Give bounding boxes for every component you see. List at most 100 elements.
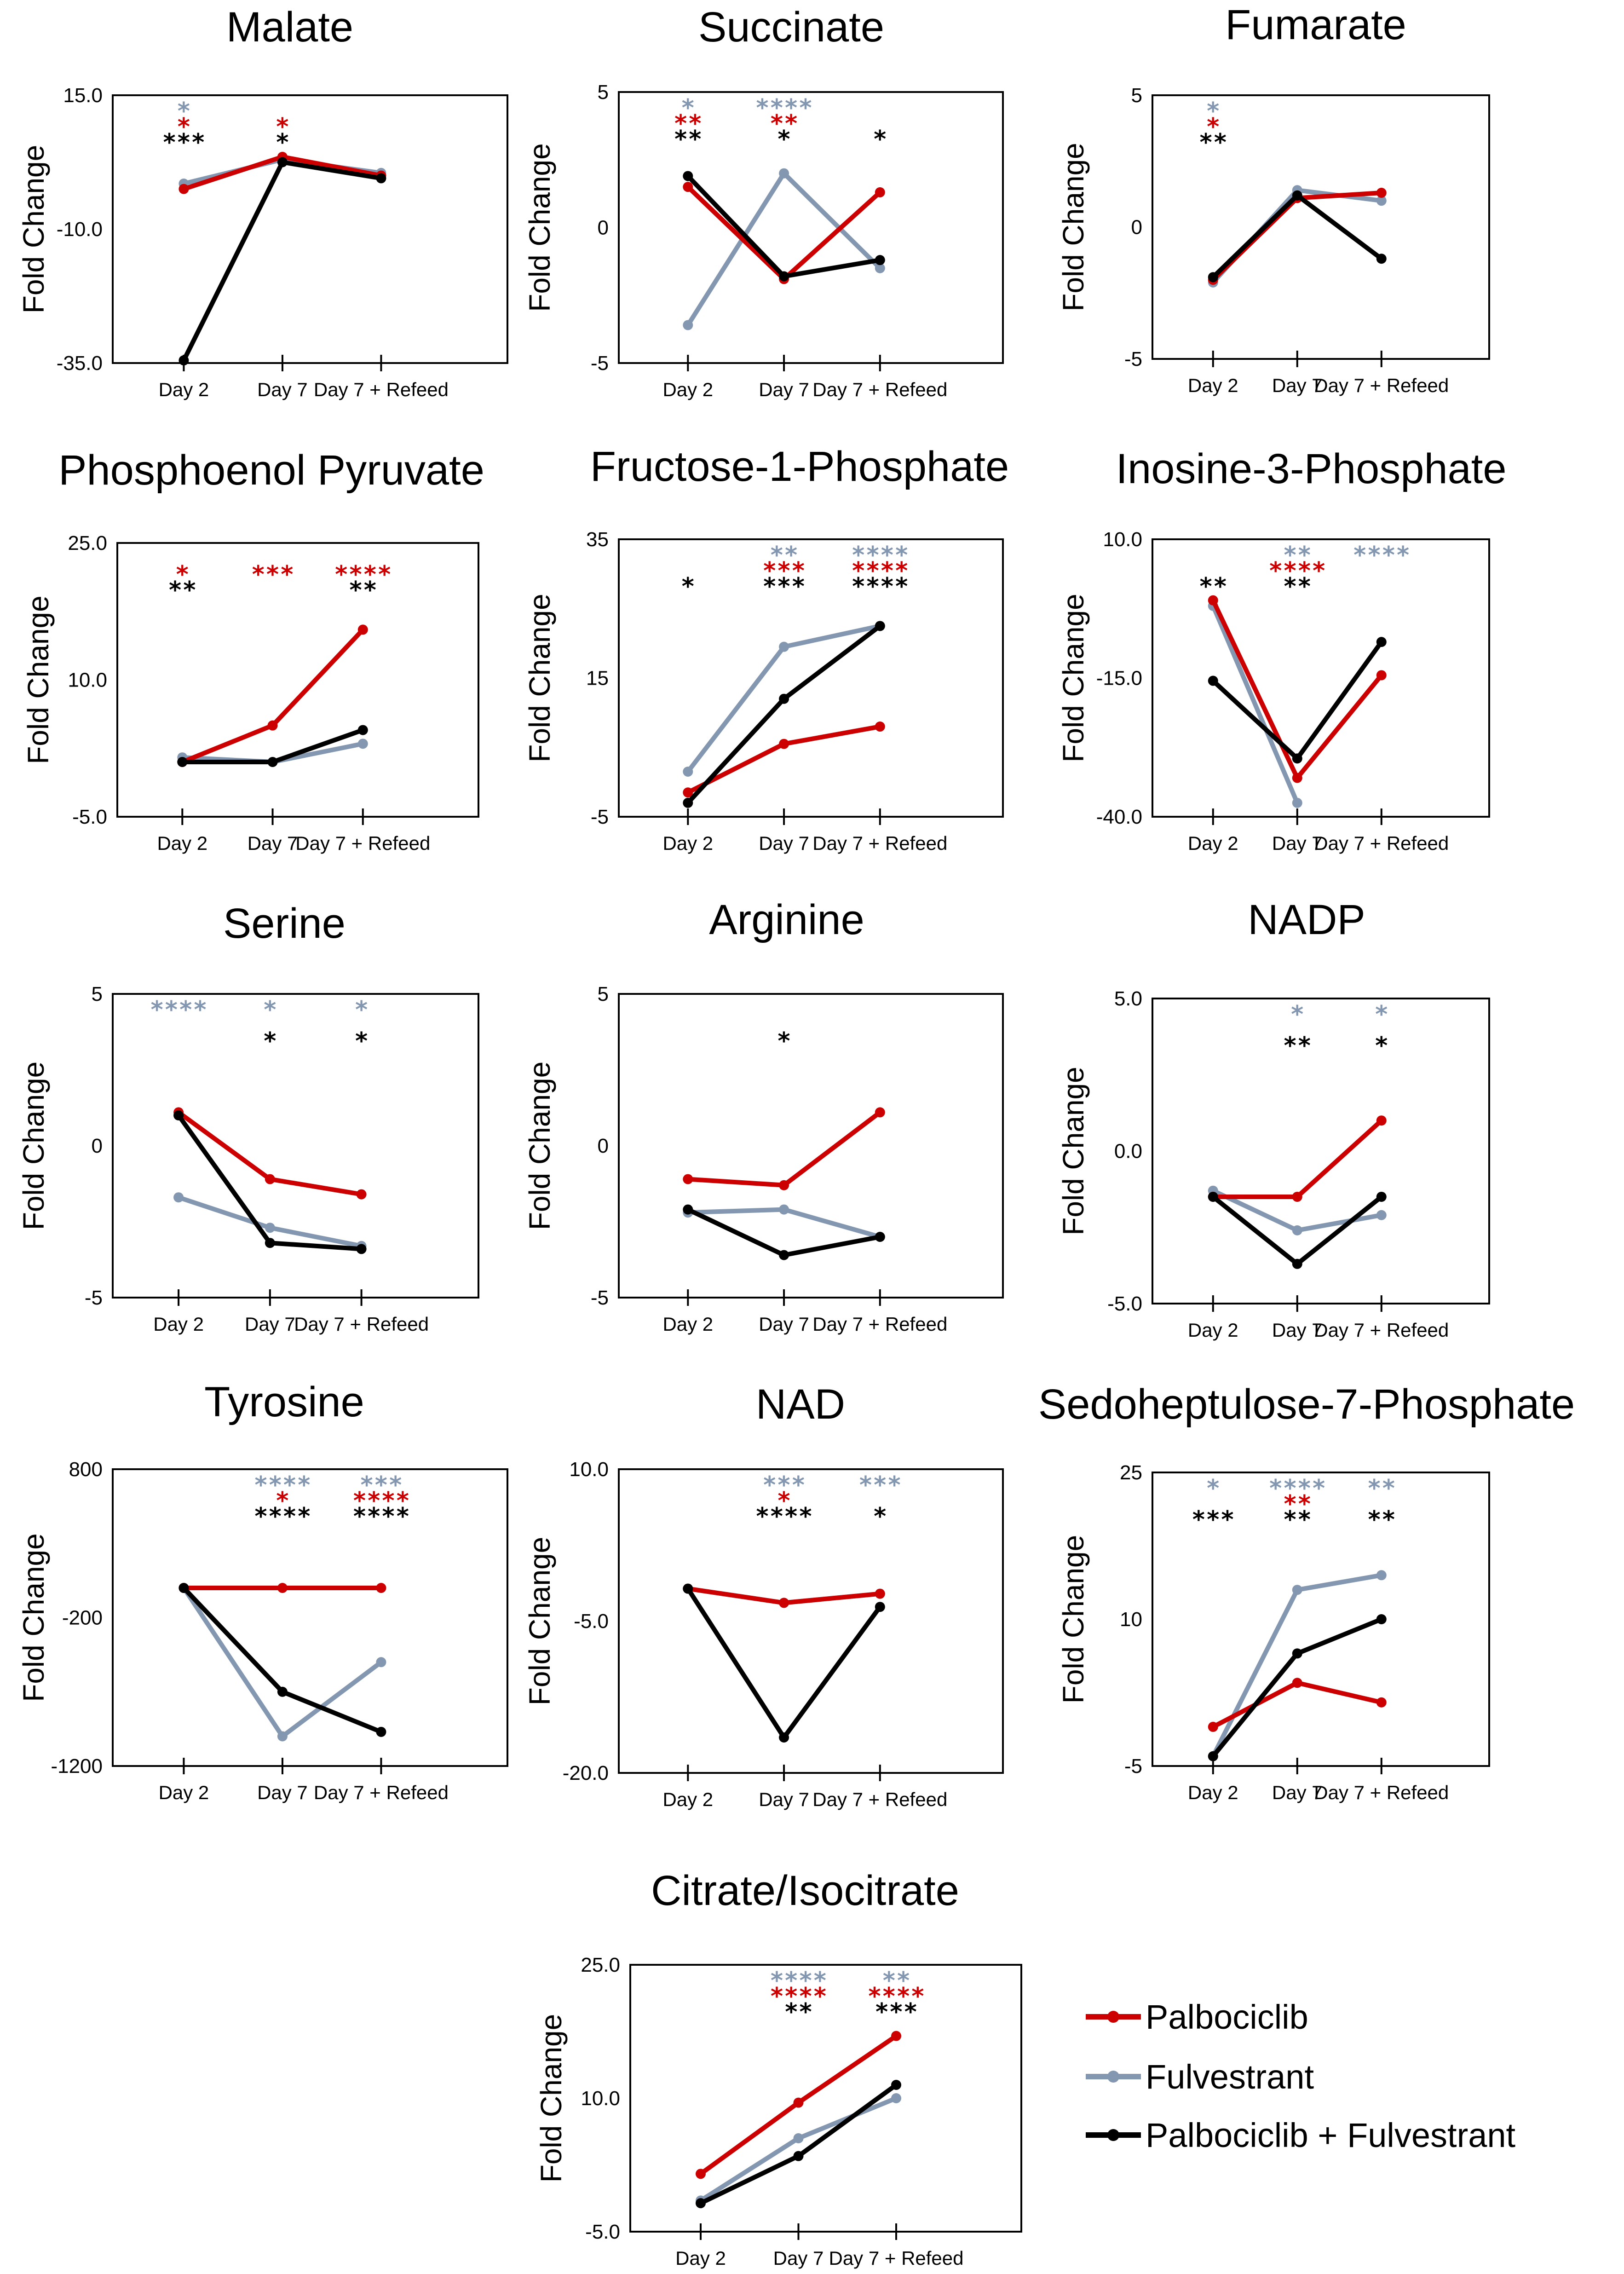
y-tick-label: 25.0 <box>68 532 107 554</box>
panel-title: Arginine <box>709 896 864 943</box>
data-point-palbociclib <box>1208 1721 1218 1732</box>
data-point-palbociclib-fulvestrant <box>1376 637 1387 647</box>
data-point-fulvestrant <box>779 1204 789 1215</box>
x-tick-label: Day 2 <box>662 379 713 400</box>
data-point-fulvestrant <box>779 641 789 652</box>
data-point-palbociclib-fulvestrant <box>1208 272 1218 283</box>
series-line-palbociclib-fulvestrant <box>182 1586 382 1734</box>
x-tick-label: Day 2 <box>1188 832 1238 854</box>
y-axis-label: Fold Change <box>17 145 50 313</box>
data-point-palbociclib-fulvestrant <box>683 171 693 181</box>
data-point-palbociclib-fulvestrant <box>173 1110 184 1120</box>
x-tick-label: Day 7 + Refeed <box>1314 832 1449 854</box>
panel-title: NAD <box>756 1381 845 1428</box>
data-point-palbociclib <box>1376 188 1387 198</box>
significance-palbociclib: **** <box>867 1983 925 2010</box>
significance-fulvestrant: * <box>681 94 695 122</box>
data-point-palbociclib-fulvestrant <box>1208 675 1218 686</box>
data-point-palbociclib-fulvestrant <box>875 255 885 265</box>
data-point-palbociclib <box>357 624 368 635</box>
y-tick-label: -1200 <box>51 1755 103 1778</box>
y-tick-label: 10.0 <box>68 669 107 692</box>
x-tick-label: Day 7 <box>759 379 809 400</box>
y-tick-label: 0.0 <box>1114 1140 1142 1163</box>
plot-frame <box>618 1468 1004 1774</box>
panel-nad: NAD Fold Change 10.0 -5.0 -20.0 Day 2 Day 7 Day… <box>523 1381 1004 1810</box>
y-tick-label: -5 <box>1124 1755 1142 1778</box>
panel-title: Succinate <box>698 4 884 51</box>
y-tick-label: 0 <box>598 1135 609 1157</box>
series-line-fulvestrant <box>182 1587 383 1739</box>
data-point-palbociclib <box>683 787 693 798</box>
significance-palbociclib-fulvestrant: ** <box>1283 1032 1312 1060</box>
data-point-fulvestrant <box>1376 196 1387 206</box>
y-tick-label: 25.0 <box>581 1954 620 1976</box>
data-point-palbociclib <box>891 2031 901 2041</box>
significance-palbociclib-fulvestrant: **** <box>352 1503 410 1530</box>
data-point-palbociclib-fulvestrant <box>1376 1614 1387 1624</box>
series-line-palbociclib-fulvestrant <box>687 1207 881 1258</box>
x-tick-label: Day 7 <box>759 1789 809 1810</box>
series-line-palbociclib <box>1213 1119 1383 1199</box>
y-tick-label: 35 <box>586 528 609 551</box>
x-tick-label: Day 7 + Refeed <box>812 1313 947 1335</box>
data-point-palbociclib-fulvestrant <box>1208 1751 1218 1761</box>
data-point-palbociclib <box>875 1588 885 1599</box>
significance-palbociclib-fulvestrant: * <box>873 1503 887 1530</box>
panel-succinate: Succinate Fold Change 5 0 -5 Day 2 Day 7 Day 7 … <box>523 4 1004 400</box>
x-tick-label: Day 7 + Refeed <box>295 832 430 854</box>
y-tick-label: -40.0 <box>1096 806 1142 828</box>
data-point-palbociclib <box>779 1180 789 1190</box>
significance-palbociclib-fulvestrant: *** <box>762 573 806 600</box>
significance-palbociclib: * <box>175 561 190 589</box>
significance-palbociclib-fulvestrant: ** <box>1283 1506 1312 1534</box>
y-tick-label: -5 <box>591 1287 609 1309</box>
x-tick-label: Day 7 + Refeed <box>829 2247 963 2269</box>
significance-fulvestrant: **** <box>1353 542 1410 569</box>
y-tick-label: 15.0 <box>63 84 103 107</box>
data-point-palbociclib-fulvestrant <box>683 797 693 808</box>
y-axis-label: Fold Change <box>523 1062 556 1230</box>
significance-palbociclib-fulvestrant: **** <box>253 1503 311 1530</box>
significance-fulvestrant: *** <box>858 1472 902 1499</box>
y-tick-label: -35.0 <box>57 352 103 375</box>
data-point-fulvestrant <box>1292 1585 1302 1595</box>
plot-frame <box>1152 1472 1490 1767</box>
significance-fulvestrant: ** <box>770 542 799 569</box>
x-tick-label: Day 2 <box>1188 375 1238 396</box>
data-point-palbociclib <box>267 720 278 731</box>
x-tick-label: Day 2 <box>662 1313 713 1335</box>
data-point-fulvestrant <box>265 1223 275 1233</box>
data-point-palbociclib <box>376 1583 386 1593</box>
series-line-fulvestrant <box>1211 1573 1382 1757</box>
panel-malate: Malate Fold Change 15.0 -10.0 -35.0 Day 2 Day … <box>17 4 508 400</box>
significance-fulvestrant: **** <box>1268 1475 1326 1502</box>
data-point-palbociclib-fulvestrant <box>1376 1191 1387 1202</box>
y-axis-label: Fold Change <box>523 594 556 762</box>
data-point-palbociclib <box>356 1189 367 1200</box>
significance-palbociclib: * <box>275 1487 289 1515</box>
y-tick-label: 5 <box>92 983 103 1005</box>
data-point-palbociclib-fulvestrant <box>356 1244 367 1254</box>
y-axis-label: Fold Change <box>1057 143 1090 311</box>
data-point-fulvestrant <box>779 168 789 179</box>
plot-frame <box>112 993 479 1299</box>
x-tick-label: Day 7 + Refeed <box>812 1789 947 1810</box>
significance-palbociclib-fulvestrant: * <box>681 573 695 600</box>
significance-palbociclib: **** <box>770 1983 827 2010</box>
series-line-palbociclib-fulvestrant <box>686 174 881 279</box>
data-point-palbociclib-fulvestrant <box>779 1732 789 1743</box>
significance-palbociclib-fulvestrant: ** <box>1283 573 1312 600</box>
series-line-palbociclib-fulvestrant <box>181 160 382 362</box>
significance-fulvestrant: *** <box>762 1472 806 1499</box>
panel-inosine-3-phosphate: Inosine-3-Phosphate Fold Change 10.0 -15.0 -… <box>1057 445 1507 854</box>
series-line-palbociclib-fulvestrant <box>1211 193 1383 279</box>
x-tick-label: Day 7 + Refeed <box>1314 375 1449 396</box>
data-point-palbociclib <box>683 1174 693 1184</box>
panel-phosphoenol-pyruvate: Phosphoenol Pyruvate Fold Change 25.0 10.0 -… <box>22 447 484 854</box>
y-tick-label: -20.0 <box>563 1762 609 1784</box>
plot-frame <box>629 1964 1022 2233</box>
data-point-palbociclib <box>875 721 885 732</box>
